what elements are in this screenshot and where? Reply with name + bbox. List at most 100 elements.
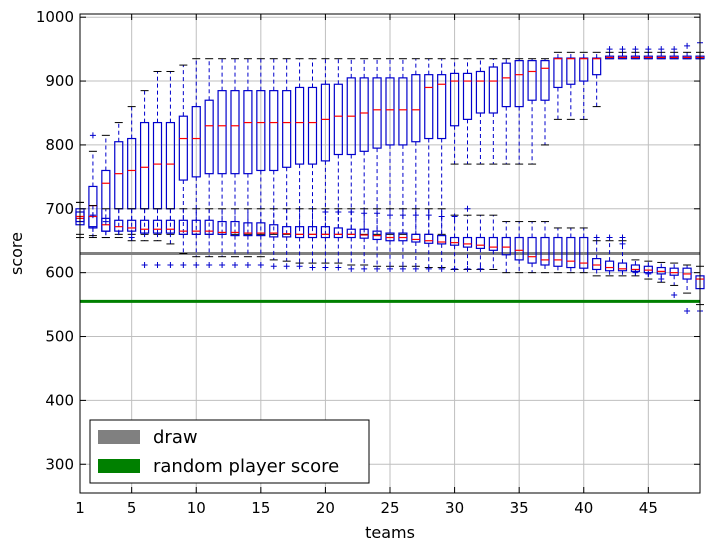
box-body (139, 121, 150, 210)
box-body (411, 74, 421, 143)
box-body (178, 115, 188, 181)
outlier-marker (335, 264, 342, 271)
y-tick-label: 300 (45, 455, 74, 473)
box-body (527, 236, 537, 264)
outlier-marker (387, 212, 393, 219)
box-body (269, 90, 279, 172)
box-body (204, 99, 214, 175)
box-lower (514, 221, 524, 274)
box-body (501, 236, 511, 256)
box-lower (139, 208, 150, 242)
outlier-marker (658, 46, 665, 53)
box-body (359, 77, 369, 152)
outlier-marker (348, 265, 355, 272)
box-upper (411, 58, 421, 235)
box-lower (462, 214, 473, 270)
x-tick-label: 15 (251, 499, 270, 517)
box-body (437, 235, 447, 245)
outlier-marker (412, 212, 419, 219)
box-body (230, 90, 240, 175)
y-tick-label: 800 (45, 136, 74, 154)
box-body (579, 236, 589, 269)
box-lower (191, 208, 201, 258)
box-upper (294, 58, 305, 235)
box-body (449, 236, 460, 246)
box-upper (385, 58, 395, 235)
box-lower (449, 214, 460, 270)
outlier-marker (399, 265, 406, 272)
box-body (114, 219, 124, 232)
box-body (359, 228, 369, 239)
box-body (217, 90, 227, 175)
outlier-marker (438, 265, 445, 272)
box-lower (217, 208, 227, 258)
box-upper (592, 51, 602, 108)
box-body (217, 220, 227, 235)
legend: draw random player score (89, 419, 370, 484)
box-body (269, 224, 279, 238)
box-upper (462, 58, 473, 165)
box-body (488, 236, 498, 251)
outlier-marker (412, 265, 419, 272)
box-lower (165, 208, 176, 245)
outlier-marker (89, 212, 96, 219)
box-body (139, 219, 150, 234)
box-upper (204, 58, 214, 235)
box-body (514, 60, 524, 108)
box-lower (656, 261, 666, 283)
box-upper (643, 51, 653, 60)
box-upper (501, 58, 511, 165)
box-body (256, 90, 266, 172)
box-body (411, 233, 421, 243)
box-lower (294, 208, 305, 264)
box-upper (398, 58, 408, 235)
x-tick-label: 20 (316, 499, 335, 517)
box-body (566, 57, 576, 85)
box-lower (346, 208, 356, 266)
box-body (553, 236, 563, 267)
outlier-markers (77, 39, 703, 314)
outlier-marker (361, 210, 368, 217)
box-body (424, 74, 434, 140)
box-upper (282, 58, 292, 235)
outlier-marker (322, 264, 329, 271)
box-body (669, 267, 679, 276)
box-lower (579, 227, 589, 274)
outlier-marker (374, 265, 381, 272)
x-tick-label: 25 (380, 499, 399, 517)
box-lower (527, 221, 537, 274)
outlier-marker (438, 213, 445, 220)
box-upper (256, 58, 266, 235)
box-body (592, 258, 602, 271)
box-lower (553, 227, 563, 274)
outlier-marker (477, 265, 484, 272)
box-upper (553, 51, 563, 120)
box-lower (307, 208, 318, 264)
box-body (152, 121, 163, 210)
box-lower (101, 208, 111, 239)
box-upper (514, 58, 524, 165)
box-upper (191, 58, 201, 235)
legend-swatch-random (98, 459, 140, 473)
box-body (527, 60, 537, 101)
box-body (320, 83, 331, 162)
box-body (346, 228, 356, 239)
outlier-marker (167, 261, 174, 268)
box-body (114, 141, 124, 210)
box-lower (204, 208, 214, 258)
box-upper (243, 58, 253, 235)
outlier-marker (309, 264, 316, 271)
box-body (282, 226, 292, 238)
box-upper (449, 58, 460, 165)
box-body (320, 226, 331, 239)
outlier-marker (593, 234, 600, 241)
outlier-marker (671, 46, 678, 53)
y-tick-label: 600 (45, 264, 74, 282)
box-body (656, 266, 666, 275)
outlier-marker (232, 261, 238, 268)
outlier-marker (335, 208, 342, 215)
box-upper (475, 58, 486, 165)
box-upper (579, 51, 589, 120)
box-body (243, 90, 253, 175)
y-tick-label: 900 (45, 72, 74, 90)
